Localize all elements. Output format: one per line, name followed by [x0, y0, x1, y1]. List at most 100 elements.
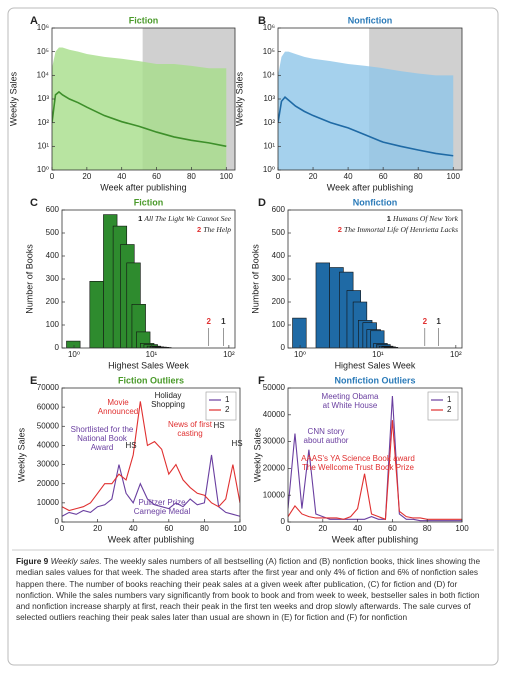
- x-tick-label: 100: [220, 172, 234, 181]
- highlight-label: 2: [207, 317, 212, 326]
- bar: [66, 340, 81, 348]
- plot-area: [62, 401, 240, 517]
- x-tick-label: 60: [164, 524, 173, 533]
- x-tick-label: 10⁰: [294, 350, 306, 359]
- y-tick-label: 40000: [263, 410, 286, 419]
- sales-band: [278, 51, 454, 170]
- y-axis-label: Number of Books: [24, 244, 34, 314]
- highlight-label: 2: [423, 317, 428, 326]
- annotation: News of first: [168, 420, 213, 429]
- y-tick-label: 10000: [37, 498, 60, 507]
- annotation: Award: [91, 443, 114, 452]
- annotation: HS: [125, 441, 136, 450]
- y-tick-label: 70000: [37, 383, 60, 392]
- y-tick-label: 0: [281, 517, 286, 526]
- annotation: The Wellcome Trust Book Prize: [302, 463, 414, 472]
- note-text: The Help: [203, 225, 231, 234]
- annotation: CNN story: [308, 427, 345, 436]
- legend-box: [427, 391, 459, 421]
- bar: [315, 262, 330, 348]
- y-tick-label: 10⁰: [263, 165, 275, 174]
- annotation: Holiday: [155, 391, 182, 400]
- y-tick-label: 10²: [37, 118, 49, 127]
- y-tick-label: 100: [272, 320, 286, 329]
- series-line: [288, 396, 462, 522]
- y-tick-label: 20000: [263, 464, 286, 473]
- y-tick-label: 0: [281, 343, 286, 352]
- y-tick-label: 0: [55, 517, 60, 526]
- legend-box: [205, 391, 237, 421]
- note-text: Humans Of New York: [392, 214, 459, 223]
- x-tick-label: 10¹: [146, 350, 158, 359]
- y-tick-label: 500: [272, 228, 286, 237]
- series-line: [62, 401, 240, 512]
- x-tick-label: 0: [50, 172, 55, 181]
- note-marker: 2: [338, 225, 342, 234]
- y-tick-label: 400: [46, 251, 60, 260]
- figure-frame: [7, 7, 499, 666]
- note: 1 Humans Of New York: [387, 214, 459, 223]
- caption-label: Figure 9: [16, 556, 49, 566]
- x-axis-label: Week after publishing: [108, 534, 194, 544]
- annotation: Shortlisted for the: [71, 425, 134, 434]
- y-tick-label: 100: [46, 320, 60, 329]
- x-tick-label: 40: [117, 172, 126, 181]
- y-tick-label: 10³: [263, 94, 275, 103]
- y-axis-label: Weekly Sales: [234, 71, 244, 126]
- annotation: Shopping: [151, 400, 185, 409]
- x-tick-label: 10²: [223, 350, 235, 359]
- x-axis-label: Week after publishing: [332, 534, 418, 544]
- highlight-label: 1: [436, 317, 441, 326]
- y-tick-label: 10³: [37, 94, 49, 103]
- series-line: [62, 454, 240, 517]
- x-tick-label: 0: [276, 172, 281, 181]
- x-axis-label: Week after publishing: [100, 182, 186, 192]
- legend-label: 1: [447, 395, 452, 404]
- note-marker: 1: [387, 214, 391, 223]
- x-tick-label: 10¹: [372, 350, 384, 359]
- x-tick-label: 20: [93, 524, 102, 533]
- y-tick-label: 400: [272, 251, 286, 260]
- x-tick-label: 60: [379, 172, 388, 181]
- note-marker: 1: [138, 214, 142, 223]
- y-tick-label: 20000: [37, 479, 60, 488]
- annotation: Meeting Obama: [322, 392, 379, 401]
- y-tick-label: 50000: [37, 421, 60, 430]
- median-line: [52, 90, 227, 148]
- x-axis-label: Week after publishing: [327, 182, 413, 192]
- legend-label: 1: [225, 395, 230, 404]
- annotation: Carnegie Medal: [134, 507, 191, 516]
- panel-label: D: [258, 197, 266, 209]
- note: 1 All The Light We Cannot See: [138, 214, 232, 223]
- note-marker: 2: [197, 225, 201, 234]
- x-tick-label: 10²: [450, 350, 462, 359]
- x-tick-label: 20: [318, 524, 327, 533]
- y-tick-label: 50000: [263, 383, 286, 392]
- panel-title: Nonfiction: [348, 15, 393, 25]
- y-tick-label: 500: [46, 228, 60, 237]
- y-tick-label: 10⁶: [263, 23, 275, 32]
- y-tick-label: 10²: [263, 118, 275, 127]
- annotation: National Book: [77, 434, 128, 443]
- y-tick-label: 0: [55, 343, 60, 352]
- y-tick-label: 300: [46, 274, 60, 283]
- y-axis-label: Weekly Sales: [252, 427, 262, 482]
- note: 2 The Immortal Life Of Henrietta Lacks: [338, 225, 458, 234]
- x-tick-label: 100: [447, 172, 461, 181]
- caption-title: Weekly sales.: [50, 556, 102, 566]
- y-tick-label: 30000: [263, 437, 286, 446]
- panel-label: A: [30, 15, 38, 27]
- y-tick-label: 10⁴: [37, 70, 50, 79]
- bar: [292, 317, 307, 348]
- x-tick-label: 100: [233, 524, 247, 533]
- x-tick-label: 80: [423, 524, 432, 533]
- x-axis-label: Highest Sales Week: [335, 360, 416, 370]
- x-tick-label: 0: [286, 524, 291, 533]
- annotation: casting: [177, 429, 202, 438]
- x-tick-label: 60: [152, 172, 161, 181]
- panel-label: E: [30, 375, 37, 387]
- x-axis-label: Highest Sales Week: [108, 360, 189, 370]
- y-tick-label: 10¹: [263, 141, 275, 150]
- x-tick-label: 40: [129, 524, 138, 533]
